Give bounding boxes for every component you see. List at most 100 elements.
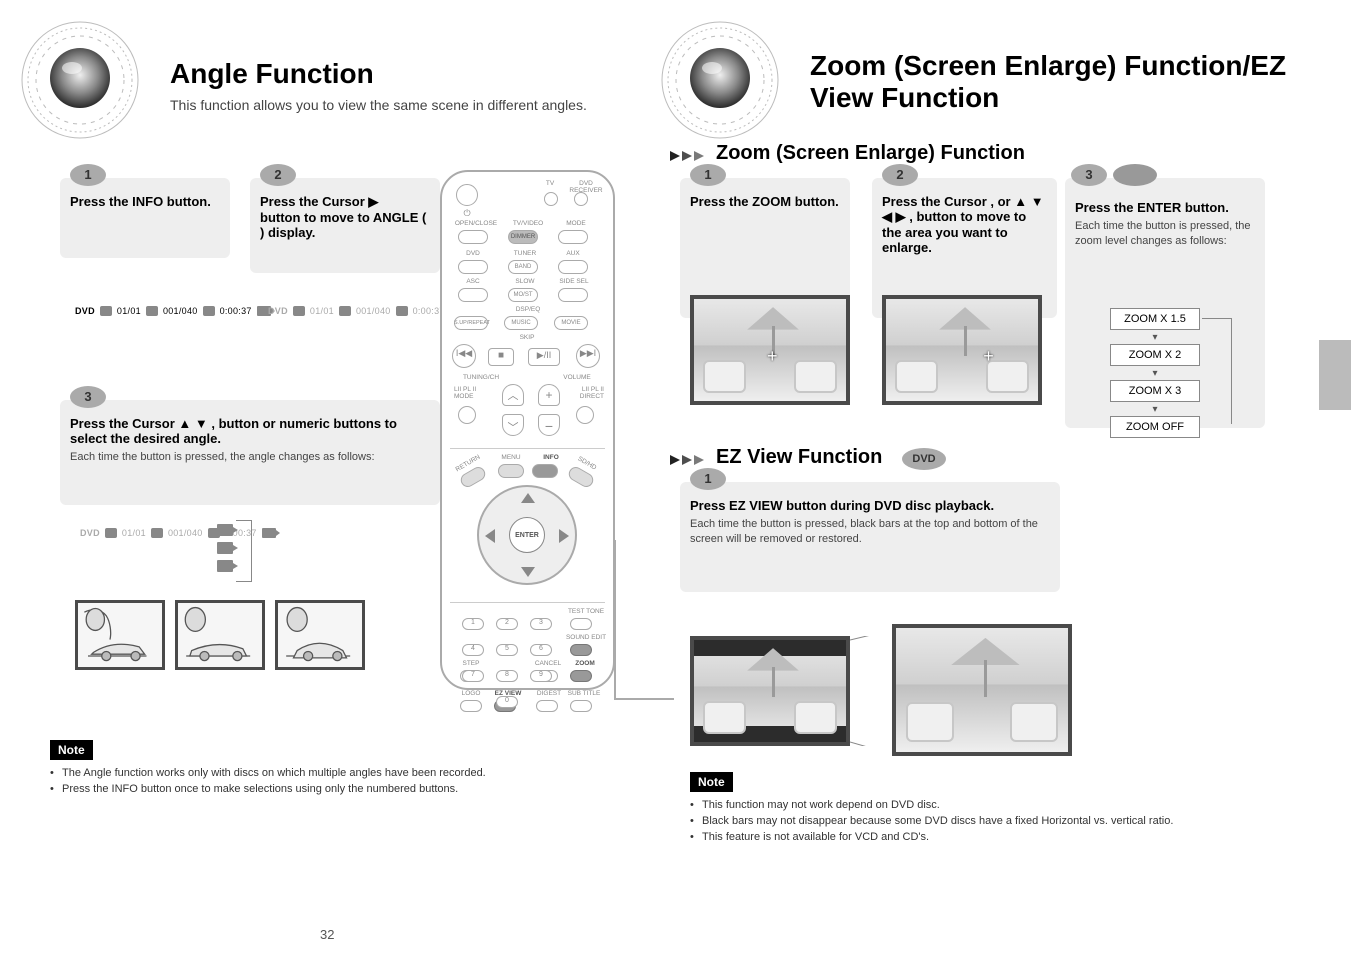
note-left: Note The Angle function works only with … xyxy=(50,740,610,798)
plus-icon: + xyxy=(538,388,560,402)
pole-icon xyxy=(984,660,987,697)
note-tag: Note xyxy=(690,772,733,792)
camera-icon xyxy=(217,560,233,572)
step-1-osd: DVD 01/01 001/040 0:00:37 xyxy=(75,306,271,316)
power-icon: ⏻ xyxy=(456,208,478,219)
zstep-3-heading: Press the ENTER button. xyxy=(1075,200,1255,215)
skip-fwd-icon: ▶▶I xyxy=(576,348,600,359)
info-label: INFO xyxy=(536,454,566,461)
movie-label: MOVIE xyxy=(554,316,588,330)
arrow-down-icon: ▾ xyxy=(1110,368,1200,379)
sup-label: S.UP/REPEAT xyxy=(454,316,488,330)
cursor-right-icon: ▶ xyxy=(896,209,910,224)
arrow-down-icon: ▾ xyxy=(1110,404,1200,415)
zoom-level: ZOOM X 2 xyxy=(1110,344,1200,366)
cursor-right-icon: ▶ xyxy=(368,194,378,209)
clock-icon xyxy=(396,306,408,316)
section-subtitle-angle: This function allows you to view the sam… xyxy=(170,96,600,116)
open-button[interactable] xyxy=(458,230,488,244)
sound-edit-button[interactable] xyxy=(570,644,592,656)
sidesel-button[interactable] xyxy=(558,288,588,302)
chair-icon xyxy=(794,360,837,393)
test-tone-button[interactable] xyxy=(570,618,592,630)
remote-divider-2 xyxy=(450,602,605,603)
pl2-direct-button[interactable] xyxy=(576,406,594,424)
cursor-left-icon: ◀ xyxy=(882,209,896,224)
estep-1-heading: Press EZ VIEW button during DVD disc pla… xyxy=(690,498,1050,513)
aux-label: AUX xyxy=(560,250,586,257)
minus-icon: − xyxy=(538,418,560,434)
cancel-label: CANCEL xyxy=(532,660,564,667)
title-icon xyxy=(100,306,112,316)
callout-line-v xyxy=(614,540,616,698)
page-right: Zoom (Screen Enlarge) Function/EZ View F… xyxy=(660,0,1320,954)
zoom-button[interactable] xyxy=(570,670,592,682)
section-title-angle: Angle Function xyxy=(170,58,374,90)
pl2-mode-button[interactable] xyxy=(458,406,476,424)
step-2-panel: 2 Press the Cursor ▶ button to move to A… xyxy=(250,178,440,273)
step-3-heading: Press the Cursor ▲ ▼ , button or numeric… xyxy=(70,416,430,446)
asc-label: ASC xyxy=(460,278,486,285)
menu-button[interactable] xyxy=(498,464,524,478)
num-8-label: 8 xyxy=(496,671,518,678)
estep-1-panel: 1 Press EZ VIEW button during DVD disc p… xyxy=(680,482,1060,592)
band-label: BAND xyxy=(508,260,538,274)
enter-button[interactable]: ENTER xyxy=(509,517,545,553)
chapter-icon xyxy=(339,306,351,316)
chevron-icon xyxy=(670,455,704,465)
zstep-3-bubble: 3 xyxy=(1071,164,1107,186)
osd-disc: DVD xyxy=(75,306,95,316)
zstep-3-num: 3 xyxy=(1071,164,1107,186)
angle-thumb-3 xyxy=(275,600,365,670)
dpad-up[interactable] xyxy=(521,493,535,503)
subtitle-button[interactable] xyxy=(570,700,592,712)
dpad-down[interactable] xyxy=(521,567,535,577)
osd3-chap: 001/040 xyxy=(168,528,203,538)
most-label: MO/ST xyxy=(508,288,538,302)
num-1-label: 1 xyxy=(462,619,484,626)
sub2-dvd-tag: DVD xyxy=(902,448,946,470)
mode-button[interactable] xyxy=(558,230,588,244)
pl2-direct-label: LII PL IIDIRECT xyxy=(566,386,604,400)
cursor-down-icon: ▼ xyxy=(1031,194,1044,209)
step-2-heading: Press the Cursor ▶ button to move to ANG… xyxy=(260,194,430,240)
angle-cycle-bracket xyxy=(236,520,252,582)
sub2-title: EZ View Function xyxy=(716,446,882,469)
title-icon xyxy=(105,528,117,538)
chair-icon xyxy=(703,360,746,393)
aux-button[interactable] xyxy=(558,260,588,274)
cursor-up-icon: ▲ xyxy=(178,416,194,431)
logo-button[interactable] xyxy=(460,700,482,712)
dvd-button[interactable] xyxy=(458,260,488,274)
dpad-left[interactable] xyxy=(485,529,495,543)
num-5-label: 5 xyxy=(496,645,518,652)
asc-button[interactable] xyxy=(458,288,488,302)
zoom-return-bracket xyxy=(1202,318,1232,424)
info-button[interactable] xyxy=(532,464,558,478)
note-item: This feature is not available for VCD an… xyxy=(690,830,1270,846)
camera-icon xyxy=(217,524,233,536)
skip-label: SKIP xyxy=(510,334,544,341)
zoom-level: ZOOM OFF xyxy=(1110,416,1200,438)
osd3-disc: DVD xyxy=(80,528,100,538)
open-label: OPEN/CLOSE xyxy=(454,220,498,227)
chevron-up-icon: ︿ xyxy=(502,387,524,403)
tvvideo-label: TV/VIDEO xyxy=(508,220,548,227)
tv-select[interactable] xyxy=(544,192,558,206)
zstep-1-heading: Press the ZOOM button. xyxy=(690,194,840,209)
logo-label: LOGO xyxy=(456,690,486,697)
digest-button[interactable] xyxy=(536,700,558,712)
chair-icon xyxy=(794,701,837,734)
dpad-right[interactable] xyxy=(559,529,569,543)
power-button[interactable] xyxy=(456,184,478,206)
cursor-up-icon: ▲ xyxy=(1014,194,1030,209)
zstep-2-bubble: 2 xyxy=(882,164,918,186)
ez-photo-after xyxy=(892,624,1072,756)
sub1-title: Zoom (Screen Enlarge) Function xyxy=(716,142,1025,165)
note-item: This function may not work depend on DVD… xyxy=(690,798,1270,814)
page-number-left: 32 xyxy=(320,927,334,942)
receiver-select[interactable] xyxy=(574,192,588,206)
chair-icon xyxy=(895,360,938,393)
step-3-heading-a: Press the Cursor xyxy=(70,416,175,431)
crosshair-icon: + xyxy=(767,346,778,367)
